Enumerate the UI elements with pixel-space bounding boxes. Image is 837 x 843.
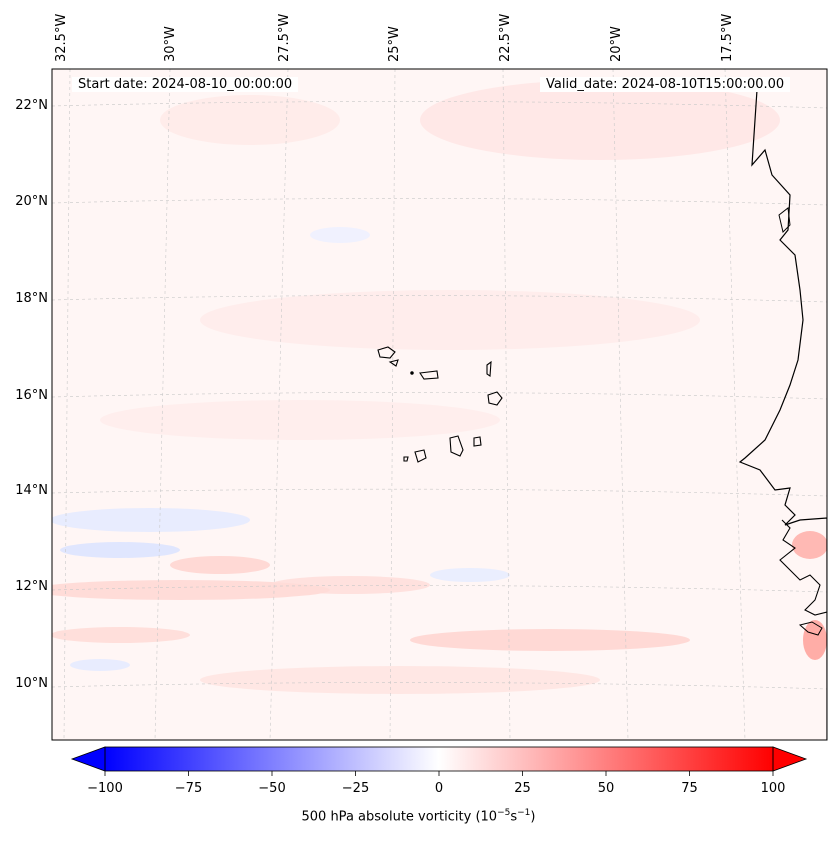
- lon-label-17-5w: 17.5°W: [720, 13, 735, 62]
- africa-coastline: [738, 89, 827, 740]
- map-area: [52, 69, 827, 740]
- lat-label-18n: 18°N: [15, 291, 48, 306]
- lon-label-27-5w: 27.5°W: [277, 13, 292, 62]
- lon-label-32-5w: 32.5°W: [54, 13, 69, 62]
- lat-label-20n: 20°N: [15, 194, 48, 209]
- lon-label-22-5w: 22.5°W: [498, 13, 513, 62]
- colorbar-tick-label: 25: [514, 781, 531, 796]
- colorbar-tick-label: −100: [87, 781, 123, 796]
- map-frame: [51, 68, 828, 741]
- colorbar-label: 500 hPa absolute vorticity (10−5s−1): [301, 808, 536, 825]
- graticule: [52, 69, 827, 740]
- guinea-coastline: [779, 519, 827, 616]
- start-date-label: Start date: 2024-08-10_00:00:00: [72, 77, 299, 92]
- lon-label-30w: 30°W: [163, 26, 178, 62]
- coast-inlet: [778, 207, 791, 233]
- colorbar-tick-label: 100: [760, 781, 786, 796]
- lat-label-14n: 14°N: [15, 483, 48, 498]
- colorbar-extend-max: [772, 746, 808, 772]
- bijagos-islands: [798, 621, 823, 636]
- lon-label-20w: 20°W: [609, 26, 624, 62]
- cape-verde-islands: [377, 346, 503, 463]
- colorbar-tick-label: −25: [341, 781, 370, 796]
- lat-label-22n: 22°N: [15, 98, 48, 113]
- colorbar-tick-label: 50: [597, 781, 615, 796]
- colorbar-tick-label: −50: [258, 781, 286, 796]
- lat-label-10n: 10°N: [15, 676, 48, 691]
- lat-label-16n: 16°N: [15, 388, 48, 403]
- colorbar-gradient: [105, 747, 773, 771]
- colorbar-tick-label: −75: [174, 781, 203, 796]
- valid-date-label: Valid_date: 2024-08-10T15:00:00.00: [540, 77, 791, 92]
- colorbar: [70, 746, 808, 776]
- lon-label-25w: 25°W: [387, 26, 402, 62]
- colorbar-tick-label: 75: [681, 781, 698, 796]
- colorbar-extend-min: [70, 746, 106, 772]
- colorbar-tick-label: 0: [434, 781, 444, 796]
- lat-label-12n: 12°N: [15, 579, 48, 594]
- vorticity-field: [52, 80, 827, 694]
